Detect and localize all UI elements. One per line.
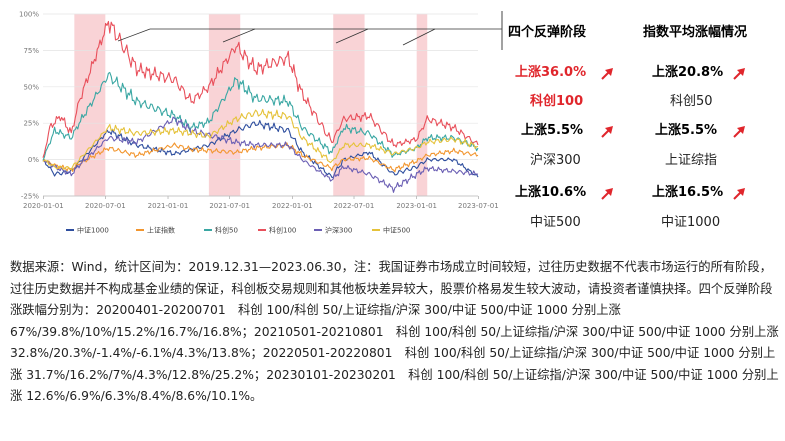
y-axis: 100% 75% 50% 25% 0% -25% xyxy=(19,11,39,201)
series-line-科创50 xyxy=(42,71,479,161)
up-arrows xyxy=(601,68,745,200)
index-cell-6: 中证1000 xyxy=(661,215,720,230)
up-arrow-head-icon xyxy=(605,68,613,76)
callout-lines xyxy=(117,28,502,46)
rise-cell-6: 上涨16.5% xyxy=(652,185,723,200)
panel-head-left: 四个反弹阶段 xyxy=(508,24,586,40)
shaded-period-3 xyxy=(333,14,365,196)
callout-diag-1 xyxy=(117,28,151,42)
index-cell-4: 上证综指 xyxy=(665,153,717,168)
rebound-panel: 四个反弹阶段 指数平均涨幅情况 上涨36.0% 科创100 上涨20.8% 科创… xyxy=(501,11,771,239)
series-line-上证指数 xyxy=(42,142,479,173)
index-cell-5: 中证500 xyxy=(530,215,581,230)
legend-label-2: 上证指数 xyxy=(147,226,175,235)
callout-diag-3 xyxy=(335,28,369,44)
x-tick-label: 2020-07-01 xyxy=(85,202,126,210)
legend: 中证1000 上证指数 科创50 科创100 沪深300 中证500 xyxy=(66,226,410,235)
y-tick-label: 100% xyxy=(19,11,39,19)
x-axis: 2020-01-01 2020-07-01 2021-01-01 2021-07-01… xyxy=(23,195,499,210)
rise-cell-1: 上涨36.0% xyxy=(515,65,586,80)
panel-bg xyxy=(505,14,771,239)
rise-cell-3: 上涨5.5% xyxy=(521,123,583,138)
up-arrow-head-icon xyxy=(605,188,613,196)
index-cell-1: 科创100 xyxy=(530,93,583,109)
shaded-period-2 xyxy=(208,14,241,196)
panel-head-right: 指数平均涨幅情况 xyxy=(643,24,747,40)
index-cell-2: 科创50 xyxy=(670,94,713,109)
x-tick-label: 2021-01-01 xyxy=(148,202,189,210)
x-tick-label: 2022-07-01 xyxy=(334,202,375,210)
data-source-note: 数据来源：Wind，统计区间为：2019.12.31—2023.06.30，注：… xyxy=(10,260,779,403)
y-tick-label: -25% xyxy=(21,193,39,201)
legend-label-1: 中证1000 xyxy=(77,226,109,235)
x-tick-label: 2023-01-01 xyxy=(396,202,437,210)
series-line-中证500 xyxy=(42,108,479,171)
y-tick-label: 50% xyxy=(23,83,39,91)
rise-cell-2: 上涨20.8% xyxy=(652,65,723,80)
callout-diag-4 xyxy=(402,28,436,46)
index-cell-3: 沪深300 xyxy=(530,152,581,168)
shaded-period-4 xyxy=(416,14,428,196)
legend-label-3: 科创50 xyxy=(215,226,238,235)
legend-label-5: 沪深300 xyxy=(325,226,352,235)
y-tick-label: 25% xyxy=(23,120,39,128)
series-line-科创100 xyxy=(42,20,479,158)
gridlines xyxy=(43,13,478,197)
callout-diag-2 xyxy=(222,28,256,43)
series-line-沪深300 xyxy=(42,116,479,193)
y-tick-label: 0% xyxy=(28,156,39,164)
x-tick-label: 2021-07-01 xyxy=(209,202,250,210)
rise-cell-5: 上涨10.6% xyxy=(515,185,586,200)
legend-label-6: 中证500 xyxy=(383,226,410,235)
up-arrow-head-icon xyxy=(737,126,745,134)
shaded-periods xyxy=(74,14,428,196)
series-lines xyxy=(42,20,479,193)
rise-cell-4: 上涨5.5% xyxy=(655,123,717,138)
legend-label-4: 科创100 xyxy=(269,226,296,235)
up-arrow-head-icon xyxy=(605,126,613,134)
y-tick-label: 75% xyxy=(23,47,39,55)
x-tick-label: 2022-01-01 xyxy=(272,202,313,210)
series-line-中证1000 xyxy=(42,119,479,178)
chart-figure: 100% 75% 50% 25% 0% -25% 2020-01-01 2020-07-01… xyxy=(18,10,771,239)
x-tick-label: 2023-07-01 xyxy=(458,202,499,210)
up-arrow-head-icon xyxy=(737,68,745,76)
up-arrow-head-icon xyxy=(737,188,745,196)
x-tick-label: 2020-01-01 xyxy=(23,202,64,210)
